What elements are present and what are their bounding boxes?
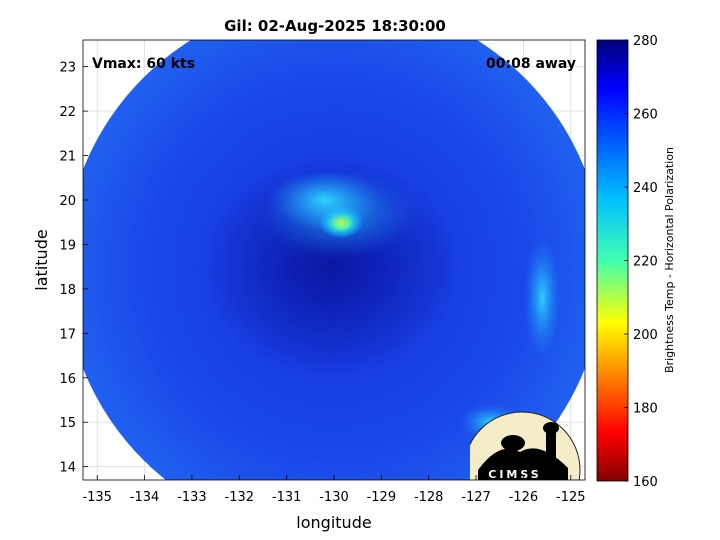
colorbar-tick-label: 280 xyxy=(633,34,658,49)
y-axis-label: latitude xyxy=(32,229,51,290)
x-tick-label: -130 xyxy=(319,490,349,505)
colorbar-ticks: 160 180 200 220 240 260 280 xyxy=(624,34,658,490)
y-tick-label: 20 xyxy=(59,194,76,209)
y-axis: 14 15 16 17 18 19 20 21 22 23 xyxy=(59,61,88,476)
cimss-logo: CIMSS xyxy=(470,411,581,481)
x-tick-label: -128 xyxy=(414,490,444,505)
y-tick-label: 23 xyxy=(59,61,76,76)
colorbar-tick-label: 260 xyxy=(633,108,658,123)
colorbar-tick-label: 180 xyxy=(633,402,658,417)
x-axis-label: longitude xyxy=(296,513,371,532)
eastern-band xyxy=(524,237,561,358)
x-axis: -135 -134 -133 -132 -131 -130 -129 -128 -127 -126… xyxy=(82,475,586,505)
y-tick-label: 22 xyxy=(59,105,76,120)
colorbar-tick-label: 220 xyxy=(633,255,658,270)
y-tick-label: 21 xyxy=(59,150,76,165)
colorbar xyxy=(596,39,629,482)
time-offset-annotation: 00:08 away xyxy=(486,56,576,72)
y-tick-label: 19 xyxy=(59,238,76,253)
chart-title: Gil: 02-Aug-2025 18:30:00 xyxy=(224,17,446,35)
vmax-annotation: Vmax: 60 kts xyxy=(92,56,195,72)
y-tick-label: 17 xyxy=(59,327,76,342)
colorbar-tick-label: 200 xyxy=(633,328,658,343)
x-tick-label: -131 xyxy=(272,490,302,505)
colorbar-tick-label: 160 xyxy=(633,475,658,490)
y-tick-label: 18 xyxy=(59,283,76,298)
x-tick-label: -129 xyxy=(367,490,397,505)
x-tick-label: -125 xyxy=(556,490,586,505)
logo-text: CIMSS xyxy=(488,468,541,481)
swath-layer xyxy=(83,40,585,480)
x-tick-label: -134 xyxy=(130,490,160,505)
y-tick-label: 15 xyxy=(59,416,76,431)
colorbar-tick-label: 240 xyxy=(633,181,658,196)
x-tick-label: -126 xyxy=(509,490,539,505)
inner-band xyxy=(269,170,380,230)
y-tick-label: 14 xyxy=(59,461,76,476)
x-tick-label: -133 xyxy=(177,490,207,505)
x-tick-label: -132 xyxy=(225,490,255,505)
x-tick-label: -135 xyxy=(82,490,112,505)
colorbar-label: Brightness Temp - Horizontal Polarizatio… xyxy=(663,147,676,373)
x-tick-label: -127 xyxy=(461,490,491,505)
y-tick-label: 16 xyxy=(59,372,76,387)
